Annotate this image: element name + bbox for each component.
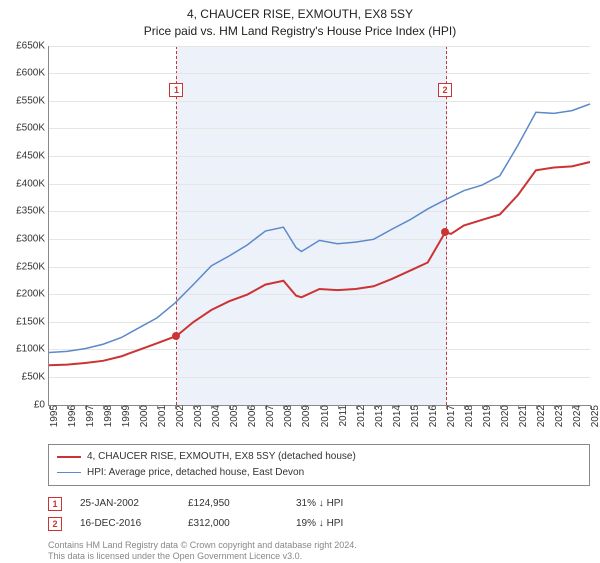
y-tick-label: £50K (22, 371, 49, 382)
x-tick-label: 2016 (424, 405, 439, 427)
x-tick-label: 2022 (532, 405, 547, 427)
x-tick-label: 2024 (568, 405, 583, 427)
x-tick-label: 2010 (316, 405, 331, 427)
x-tick-label: 2013 (370, 405, 385, 427)
x-tick-label: 1999 (117, 405, 132, 427)
transaction-row: 2 16-DEC-2016 £312,000 19% ↓ HPI (48, 514, 590, 534)
footer-line-1: Contains HM Land Registry data © Crown c… (48, 540, 590, 552)
transaction-delta: 19% ↓ HPI (296, 518, 386, 529)
y-tick-label: £650K (16, 40, 49, 51)
chart-plot-area: £0£50K£100K£150K£200K£250K£300K£350K£400… (48, 46, 590, 406)
x-tick-label: 2000 (135, 405, 150, 427)
transaction-table: 1 25-JAN-2002 £124,950 31% ↓ HPI 2 16-DE… (48, 494, 590, 534)
x-tick-label: 2017 (442, 405, 457, 427)
title-address: 4, CHAUCER RISE, EXMOUTH, EX8 5SY (0, 6, 600, 23)
transaction-marker: 2 (48, 517, 62, 531)
x-tick-label: 2019 (478, 405, 493, 427)
y-tick-label: £450K (16, 151, 49, 162)
y-tick-label: £600K (16, 68, 49, 79)
transaction-price: £124,950 (188, 498, 278, 509)
x-tick-label: 2021 (514, 405, 529, 427)
x-tick-label: 2020 (496, 405, 511, 427)
transaction-date: 16-DEC-2016 (80, 518, 170, 529)
x-tick-label: 2018 (460, 405, 475, 427)
series-svg (49, 46, 590, 405)
x-tick-label: 2002 (171, 405, 186, 427)
y-tick-label: £500K (16, 123, 49, 134)
chart-marker-box: 1 (169, 83, 183, 97)
x-tick-label: 2003 (189, 405, 204, 427)
x-tick-label: 2009 (297, 405, 312, 427)
y-tick-label: £300K (16, 233, 49, 244)
footer-line-2: This data is licensed under the Open Gov… (48, 551, 590, 563)
x-tick-label: 2012 (352, 405, 367, 427)
x-tick-label: 2025 (586, 405, 600, 427)
x-tick-label: 2001 (153, 405, 168, 427)
legend-row-price-paid: 4, CHAUCER RISE, EXMOUTH, EX8 5SY (detac… (57, 449, 581, 465)
legend-row-hpi: HPI: Average price, detached house, East… (57, 465, 581, 481)
x-tick-label: 2023 (550, 405, 565, 427)
x-tick-label: 2005 (225, 405, 240, 427)
transaction-delta: 31% ↓ HPI (296, 498, 386, 509)
series-line-hpi (49, 104, 590, 353)
x-tick-label: 1998 (99, 405, 114, 427)
chart-marker-dot (441, 228, 449, 236)
y-tick-label: £100K (16, 344, 49, 355)
legend-label-hpi: HPI: Average price, detached house, East… (87, 465, 304, 481)
below-chart-block: 4, CHAUCER RISE, EXMOUTH, EX8 5SY (detac… (48, 444, 590, 563)
y-tick-label: £550K (16, 95, 49, 106)
y-tick-label: £400K (16, 178, 49, 189)
legend-swatch-hpi (57, 472, 81, 473)
x-tick-label: 2006 (243, 405, 258, 427)
x-tick-label: 2011 (334, 405, 349, 427)
x-tick-label: 1995 (45, 405, 60, 427)
footer-note: Contains HM Land Registry data © Crown c… (48, 540, 590, 563)
x-tick-label: 2015 (406, 405, 421, 427)
transaction-row: 1 25-JAN-2002 £124,950 31% ↓ HPI (48, 494, 590, 514)
transaction-date: 25-JAN-2002 (80, 498, 170, 509)
title-subtitle: Price paid vs. HM Land Registry's House … (0, 23, 600, 40)
legend-swatch-price-paid (57, 456, 81, 458)
x-tick-label: 2014 (388, 405, 403, 427)
transaction-marker: 1 (48, 497, 62, 511)
title-block: 4, CHAUCER RISE, EXMOUTH, EX8 5SY Price … (0, 0, 600, 40)
chart-marker-box: 2 (438, 83, 452, 97)
chart-container: 4, CHAUCER RISE, EXMOUTH, EX8 5SY Price … (0, 0, 600, 560)
x-tick-label: 2008 (279, 405, 294, 427)
transaction-price: £312,000 (188, 518, 278, 529)
x-tick-label: 1996 (63, 405, 78, 427)
y-tick-label: £250K (16, 261, 49, 272)
x-tick-label: 2004 (207, 405, 222, 427)
series-line-price_paid (49, 162, 590, 365)
legend-label-price-paid: 4, CHAUCER RISE, EXMOUTH, EX8 5SY (detac… (87, 449, 356, 465)
x-tick-label: 1997 (81, 405, 96, 427)
x-tick-label: 2007 (261, 405, 276, 427)
legend-box: 4, CHAUCER RISE, EXMOUTH, EX8 5SY (detac… (48, 444, 590, 486)
y-tick-label: £350K (16, 206, 49, 217)
chart-marker-dot (172, 332, 180, 340)
y-tick-label: £150K (16, 316, 49, 327)
y-tick-label: £200K (16, 289, 49, 300)
